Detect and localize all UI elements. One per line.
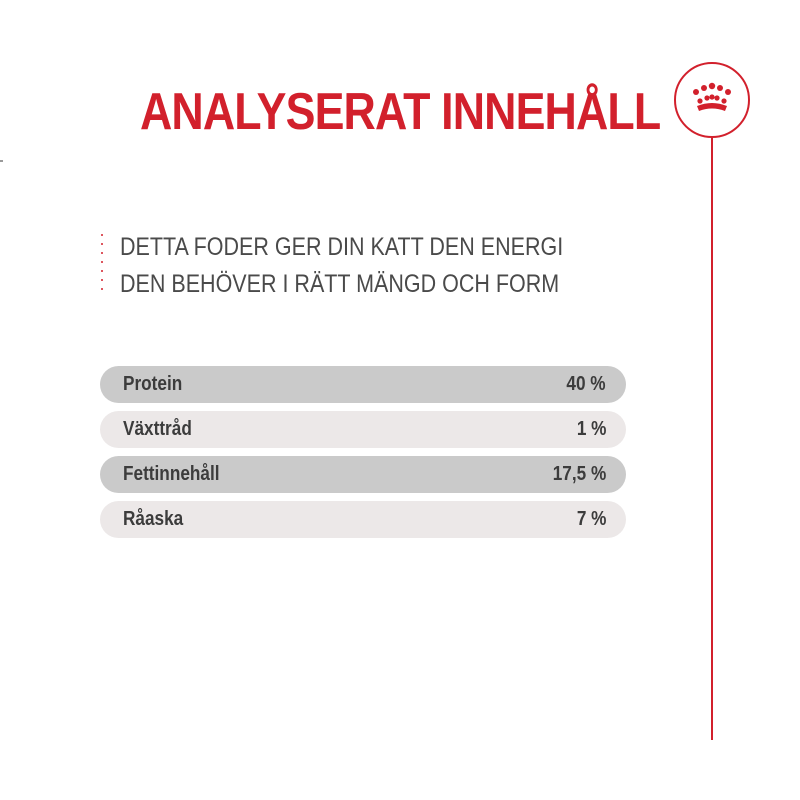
row-value: 1 %	[576, 418, 606, 440]
row-value: 17,5 %	[552, 463, 606, 485]
crown-icon	[693, 82, 731, 111]
brand-logo	[674, 62, 750, 138]
intro-text: DETTA FODER GER DIN KATT DEN ENERGI DEN …	[120, 233, 564, 298]
decorative-line	[711, 138, 713, 740]
analysis-table: Protein 40 % Växttråd 1 % Fettinnehåll 1…	[100, 366, 626, 546]
row-label: Protein	[123, 373, 183, 395]
table-row: Protein 40 %	[100, 366, 626, 403]
row-value: 40 %	[566, 373, 606, 395]
row-label: Råaska	[123, 508, 184, 530]
bullet-dots	[101, 234, 104, 296]
table-row: Växttråd 1 %	[100, 411, 626, 448]
row-label: Fettinnehåll	[123, 463, 220, 485]
row-label: Växttråd	[123, 418, 192, 440]
page-title: ANALYSERAT INNEHÅLL	[140, 83, 661, 141]
edge-mark	[0, 160, 3, 162]
table-row: Fettinnehåll 17,5 %	[100, 456, 626, 493]
row-value: 7 %	[576, 508, 606, 530]
table-row: Råaska 7 %	[100, 501, 626, 538]
